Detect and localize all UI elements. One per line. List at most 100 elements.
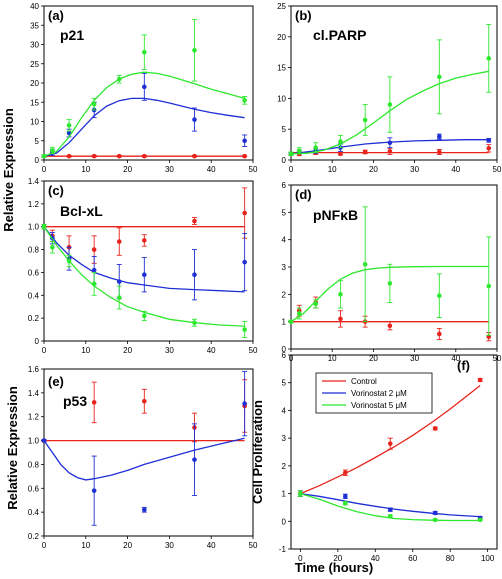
y-tick-label: 0.4 [28,291,40,300]
data-point-control [142,398,147,404]
data-point-v5 [116,76,122,82]
data-point-v5 [91,281,97,287]
y-tick-label: 3 [282,434,287,443]
data-point-control [192,153,197,159]
x-tick-label: 20 [369,354,378,363]
x-tick-label: 40 [371,554,380,563]
y-axis-label-proliferation: Cell Proliferation [250,400,265,504]
x-tick-label: 30 [410,165,419,174]
data-point-control [437,331,442,337]
y-tick-label: 0.8 [28,460,40,469]
y-tick-label: 1.6 [28,365,40,374]
panel-title: cl.PARP [313,27,366,43]
plot-frame [290,354,498,550]
panel-letter: (d) [295,187,312,202]
y-tick-label: 35 [30,21,39,30]
data-point-v5 [477,517,483,523]
panel-letter: (a) [48,8,64,23]
y-tick-label: -1 [279,545,287,554]
panel-b: 0 5 10 15 20 25 0 10 20 30 40 50 (b)cl.PARP [277,2,502,174]
data-point-v5 [142,313,147,319]
data-point-v2 [192,117,197,122]
y-tick-label: 0.4 [28,508,40,517]
data-point-v5 [387,102,393,107]
data-point-v5 [387,281,393,286]
panel-e: 0.2 0.4 0.6 0.8 1.0 1.2 1.4 1.6 0 10 20 30 40 50 (e) p5… [28,365,258,550]
y-tick-label: 10 [277,94,286,103]
data-point-v5 [296,148,302,154]
y-tick-label: 2 [282,290,287,299]
panel-letter: (f) [457,358,470,373]
data-point-v5 [437,293,442,299]
data-point-v5 [296,311,302,316]
x-tick-label: 30 [410,354,419,363]
panel-letter: (c) [48,183,64,198]
y-tick-label: 0 [282,345,287,354]
data-point-v2 [387,507,393,512]
y-tick-label: 0 [35,156,40,165]
data-point-v2 [91,488,97,493]
x-tick-label: 0 [42,346,47,355]
data-point-v2 [343,494,348,499]
y-tick-label: 3 [282,263,287,272]
data-point-v5 [192,320,197,326]
panel-title: p53 [63,393,87,409]
data-point-v5 [437,74,442,80]
data-point-v5 [91,101,97,107]
y-tick-label: 1 [282,318,287,327]
data-point-v2 [142,507,147,513]
y-tick-label: 0.2 [28,314,40,323]
y-tick-label: 4 [282,236,287,245]
data-point-control [338,316,343,322]
data-point-v2 [486,137,492,143]
y-tick-label: 5 [282,125,287,134]
data-point-v5 [116,295,122,300]
plot-frame [43,368,254,537]
legend: Control Vorinostat 2 μM Vorinostat 5 μM [315,372,433,414]
x-tick-label: 0 [298,554,303,563]
panel-title: p21 [60,27,84,43]
y-tick-label: 5 [35,137,40,146]
x-tick-label: 10 [81,165,90,174]
data-point-v5 [486,56,492,61]
x-tick-label: 10 [328,354,337,363]
y-tick-label: 5 [282,208,287,217]
data-point-v5 [66,123,72,128]
data-point-v5 [41,224,47,230]
data-point-v5 [242,327,247,332]
data-point-control [116,239,122,244]
x-tick-label: 0 [289,165,294,174]
y-tick-label: 0 [282,156,287,165]
data-point-control [387,441,393,446]
x-tick-label: 30 [165,346,174,355]
y-tick-label: 25 [30,60,39,69]
x-tick-label: 0 [42,165,47,174]
y-tick-label: 1.2 [28,200,40,209]
data-point-v2 [432,510,438,516]
data-point-control [486,145,492,151]
y-tick-label: 1 [282,490,287,499]
data-point-v2 [116,279,122,284]
panel-letter: (e) [48,374,64,389]
panel-a: 0 5 10 15 20 25 30 35 40 0 10 20 30 40 50 (a) p21 [30,2,258,174]
data-point-v2 [91,267,97,273]
data-point-control [362,149,368,155]
x-tick-label: 50 [249,541,258,550]
data-point-v5 [242,98,247,103]
panel-letter: (b) [295,8,312,23]
data-point-v5 [288,151,294,157]
y-tick-label: 0 [282,517,287,526]
y-tick-label: 0.8 [28,246,40,255]
data-point-v5 [338,292,343,297]
y-tick-label: 0 [35,337,40,346]
fit-line-v2 [300,492,481,518]
data-point-v5 [192,47,197,53]
data-point-v2 [437,134,442,139]
y-tick-label: 4 [282,406,287,415]
x-tick-label: 10 [328,165,337,174]
y-tick-label: 0.6 [28,484,40,493]
x-tick-label: 40 [207,541,216,550]
